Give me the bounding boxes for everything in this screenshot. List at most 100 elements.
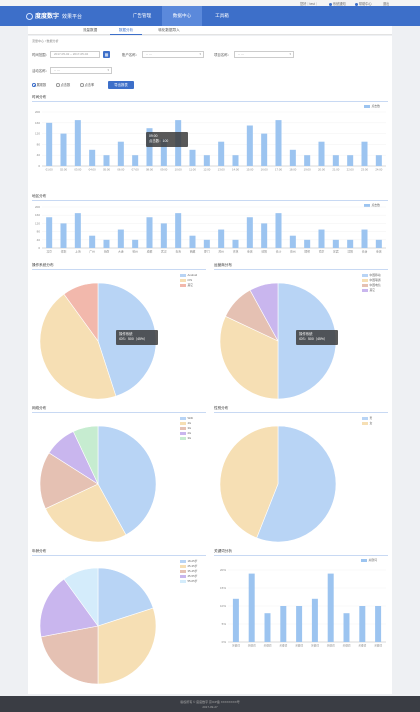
bar — [296, 606, 303, 642]
project-select[interactable]: -- --- ▾ — [234, 50, 294, 58]
date-range-input[interactable]: 2017-05-02 ~ 2017-05-02 — [50, 50, 100, 58]
bar — [189, 149, 196, 166]
account-name-label: 账户名称： — [122, 53, 139, 57]
bar — [232, 239, 239, 248]
x-tick-label: 09:00 — [160, 168, 167, 172]
pie-slice — [97, 425, 157, 536]
legend-label: 3G — [187, 426, 192, 430]
legend-swatch — [362, 278, 368, 282]
x-tick-label: 01:00 — [46, 168, 53, 172]
legend-item[interactable]: iOS — [180, 278, 197, 283]
x-tick-label: 20:00 — [318, 168, 325, 172]
chevron-down-icon: ▾ — [289, 51, 291, 56]
legend-item[interactable]: WiFi — [180, 416, 193, 421]
bar — [261, 223, 268, 248]
brand-name: 度度数字 — [35, 14, 60, 20]
legend-item[interactable]: 3G — [180, 426, 193, 431]
legend-item[interactable]: 55-65岁 — [180, 579, 197, 584]
legend-swatch — [180, 559, 186, 563]
bar — [132, 155, 139, 166]
x-tick-label: 06:00 — [117, 168, 124, 172]
logout-link[interactable]: 退出 — [383, 2, 390, 6]
bar — [46, 122, 53, 166]
section-divider — [214, 555, 388, 556]
bar — [361, 229, 368, 248]
account-select[interactable]: -- --- ▾ — [142, 50, 204, 58]
x-tick-label: 10:00 — [175, 168, 182, 172]
bar — [347, 239, 354, 248]
legend-item[interactable]: 其它 — [180, 283, 197, 288]
bar — [347, 155, 354, 166]
bar — [332, 155, 339, 166]
bar — [289, 149, 296, 166]
legend-item[interactable]: 18-25岁 — [180, 559, 197, 564]
legend-item[interactable]: 25-35岁 — [180, 564, 197, 569]
legend-item[interactable]: 45-55岁 — [180, 574, 197, 579]
bar — [89, 235, 96, 248]
legend-item[interactable]: 男 — [362, 416, 372, 421]
pie-slice — [72, 425, 99, 485]
keywords-legend: 关键词 — [361, 558, 377, 562]
legend-item[interactable]: 4G — [180, 421, 193, 426]
legend-item[interactable]: 其它 — [362, 288, 381, 293]
calendar-icon[interactable]: ▦ — [103, 50, 110, 58]
legend-item[interactable]: 2G — [180, 431, 193, 436]
x-tick-label: 关键词 — [232, 644, 240, 648]
radio-ctr[interactable]: 点击率 — [80, 82, 94, 87]
brand-icon — [26, 12, 33, 20]
pie-slice — [40, 625, 99, 685]
age-section-title: 年龄分布 — [32, 549, 47, 553]
pie-slice — [39, 578, 99, 638]
legend-label: 其它 — [187, 283, 194, 287]
tab-traffic-data[interactable]: 流量数据 — [82, 28, 98, 32]
legend-item[interactable]: 中国联通 — [362, 278, 381, 283]
radio-clicks[interactable]: 点击数 — [56, 82, 70, 87]
section-divider — [214, 412, 388, 413]
legend-item[interactable]: 3G — [180, 436, 193, 441]
legend-label: 2G — [187, 431, 192, 435]
pie-slice — [63, 567, 99, 627]
tab-data-analysis[interactable]: 数据分析 — [110, 26, 142, 35]
legend-item[interactable]: 中国电信 — [362, 283, 381, 288]
help-center-link[interactable]: 帮助中心 — [355, 1, 372, 6]
x-tick-label: 18:00 — [289, 168, 296, 172]
y-tick-label: 10% — [220, 604, 226, 608]
x-tick-label: 吉林 — [233, 250, 239, 254]
legend-label: Android — [187, 273, 198, 277]
bar — [218, 229, 225, 248]
brand-logo[interactable]: 度度数字 效果平台 — [26, 11, 82, 20]
export-report-button[interactable]: 导出报表 — [108, 80, 134, 89]
bar — [304, 239, 311, 248]
bar — [375, 606, 382, 642]
legend-label: 35-45岁 — [187, 569, 198, 573]
tab-conversion-import[interactable]: 转化数据导入 — [158, 28, 180, 32]
bar — [60, 133, 67, 166]
radio-impressions[interactable]: 展现数 — [32, 82, 46, 87]
region-section-title: 地区分布 — [32, 194, 47, 198]
chevron-down-icon: ▾ — [107, 67, 109, 72]
legend-item[interactable]: 中国移动 — [362, 273, 381, 278]
x-tick-label: 04:00 — [89, 168, 96, 172]
y-tick-label: 80 — [37, 142, 41, 146]
legend-item[interactable]: 35-45岁 — [180, 569, 197, 574]
legend-swatch — [180, 579, 186, 583]
legend-item[interactable]: Android — [180, 273, 197, 278]
carrier-legend: 中国移动 中国联通 中国电信 其它 — [362, 273, 381, 293]
pie-slice — [97, 607, 157, 685]
nav-data-center[interactable]: 数据中心 — [162, 6, 202, 26]
bar — [318, 229, 325, 248]
legend-item[interactable]: 女 — [362, 421, 372, 426]
bar — [146, 217, 153, 248]
campaign-select[interactable]: -- --- ▾ — [50, 66, 112, 74]
nav-toolbox[interactable]: 工具箱 — [215, 13, 229, 18]
bar — [304, 155, 311, 166]
x-tick-label: 德州 — [290, 250, 296, 254]
legend-label: 25-35岁 — [187, 564, 198, 568]
bar — [332, 239, 339, 248]
x-tick-label: 关键词 — [358, 644, 366, 648]
nav-ad-management[interactable]: 广告管理 — [132, 13, 152, 18]
x-tick-label: 07:00 — [132, 168, 139, 172]
system-notice-link[interactable]: 系统通知 — [329, 1, 346, 6]
carrier-section-title: 运营商分布 — [214, 263, 232, 267]
carrier-tooltip: 操作系统 iOS：500（45%） — [296, 330, 338, 345]
